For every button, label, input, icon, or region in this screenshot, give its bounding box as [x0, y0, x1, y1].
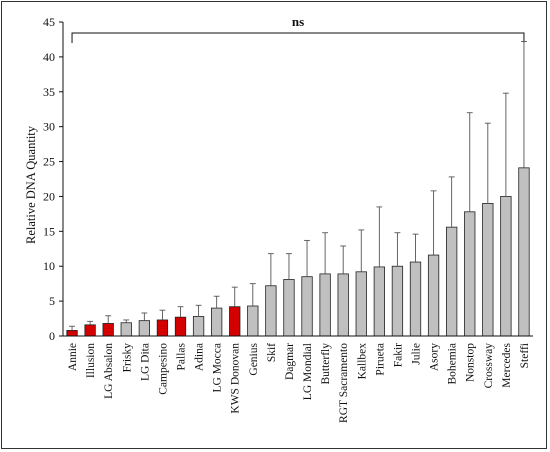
x-tick-label: Pirueta	[374, 343, 386, 376]
bar-kallbex	[355, 271, 367, 337]
x-tick-label: Fakir	[392, 343, 404, 367]
bar-mercedes	[500, 196, 512, 337]
x-tick-label: Adina	[194, 343, 206, 371]
bar-crossway	[482, 203, 494, 337]
x-tick-label: Bohemia	[447, 343, 459, 385]
x-tick-label: Julie	[411, 343, 423, 365]
bar-lg-absalon	[102, 323, 114, 337]
bar-lg-mocca	[211, 307, 223, 337]
bar-skif	[265, 285, 277, 337]
bar-julie	[409, 261, 422, 337]
x-tick-label: Steffi	[519, 343, 531, 368]
y-tick-label: 15	[43, 224, 55, 238]
x-tick-label: RGT Sacramento	[338, 343, 350, 423]
x-tick-label: Pallas	[176, 342, 188, 370]
y-tick-label: 25	[43, 155, 55, 169]
bar-bohemia	[446, 226, 458, 337]
x-tick-label: Crossway	[483, 343, 495, 389]
x-tick-label: LG Dita	[139, 343, 151, 381]
bar-steffi	[518, 167, 530, 337]
y-tick-label: 20	[43, 189, 55, 203]
y-tick-label: 30	[43, 120, 55, 134]
bar-illusion	[84, 324, 96, 337]
y-tick-label: 40	[43, 50, 55, 64]
x-tick-label: Mercedes	[501, 342, 513, 387]
x-tick-label: Annie	[67, 343, 79, 371]
x-tick-label: LG Mocca	[212, 343, 224, 393]
y-axis-title: Relative DNA Quantity	[24, 125, 38, 244]
bar-annie	[66, 330, 78, 337]
bar-frisky	[120, 322, 132, 337]
y-tick-label: 5	[49, 294, 55, 308]
x-tick-label: Nonstop	[465, 343, 477, 382]
bar-lg-mondial	[301, 276, 313, 337]
bar-campesino	[156, 319, 169, 337]
y-axis: 0 5 10 15 20 25 30 35 40 45	[43, 15, 63, 343]
x-tick-label: Frisky	[121, 343, 133, 373]
x-tick-label: Dagmar	[284, 343, 296, 380]
bar-asory	[427, 254, 440, 337]
bar-kws-donovan	[229, 306, 241, 337]
x-tick-label: LG Absalon	[103, 343, 115, 399]
x-tick-label: Kallbex	[356, 343, 368, 380]
x-tick-label: Asory	[429, 343, 441, 371]
bar-adina	[192, 316, 205, 337]
x-tick-label: Genius	[248, 342, 260, 375]
x-tick-label: Illusion	[85, 343, 97, 378]
bars	[66, 167, 530, 337]
bar-lg-dita	[138, 320, 150, 337]
x-tick-label: LG Mondial	[302, 343, 314, 400]
bar-dagmar	[283, 279, 295, 337]
bar-butterfly	[319, 273, 331, 337]
bar-pirueta	[373, 266, 385, 337]
x-tick-label: Campesino	[157, 343, 169, 395]
y-tick-label: 0	[49, 329, 55, 343]
x-tick-label: KWS Donovan	[230, 343, 242, 414]
bar-genius	[247, 305, 259, 337]
y-tick-label: 35	[43, 85, 55, 99]
y-tick-label: 10	[43, 259, 55, 273]
x-axis-labels: Annie Illusion LG Absalon Frisky LG Dita Camp…	[67, 342, 531, 422]
bar-pallas	[174, 316, 187, 337]
error-bars	[69, 41, 527, 331]
x-tick-label: Skif	[266, 343, 278, 362]
y-tick-label: 45	[43, 15, 55, 29]
significance-bracket	[71, 32, 525, 43]
bar-nonstop	[464, 211, 476, 337]
bar-fakir	[391, 265, 404, 337]
x-tick-label: Butterfly	[320, 343, 332, 385]
significance-label: ns	[292, 14, 304, 29]
bar-rgt-sacramento	[337, 273, 349, 337]
